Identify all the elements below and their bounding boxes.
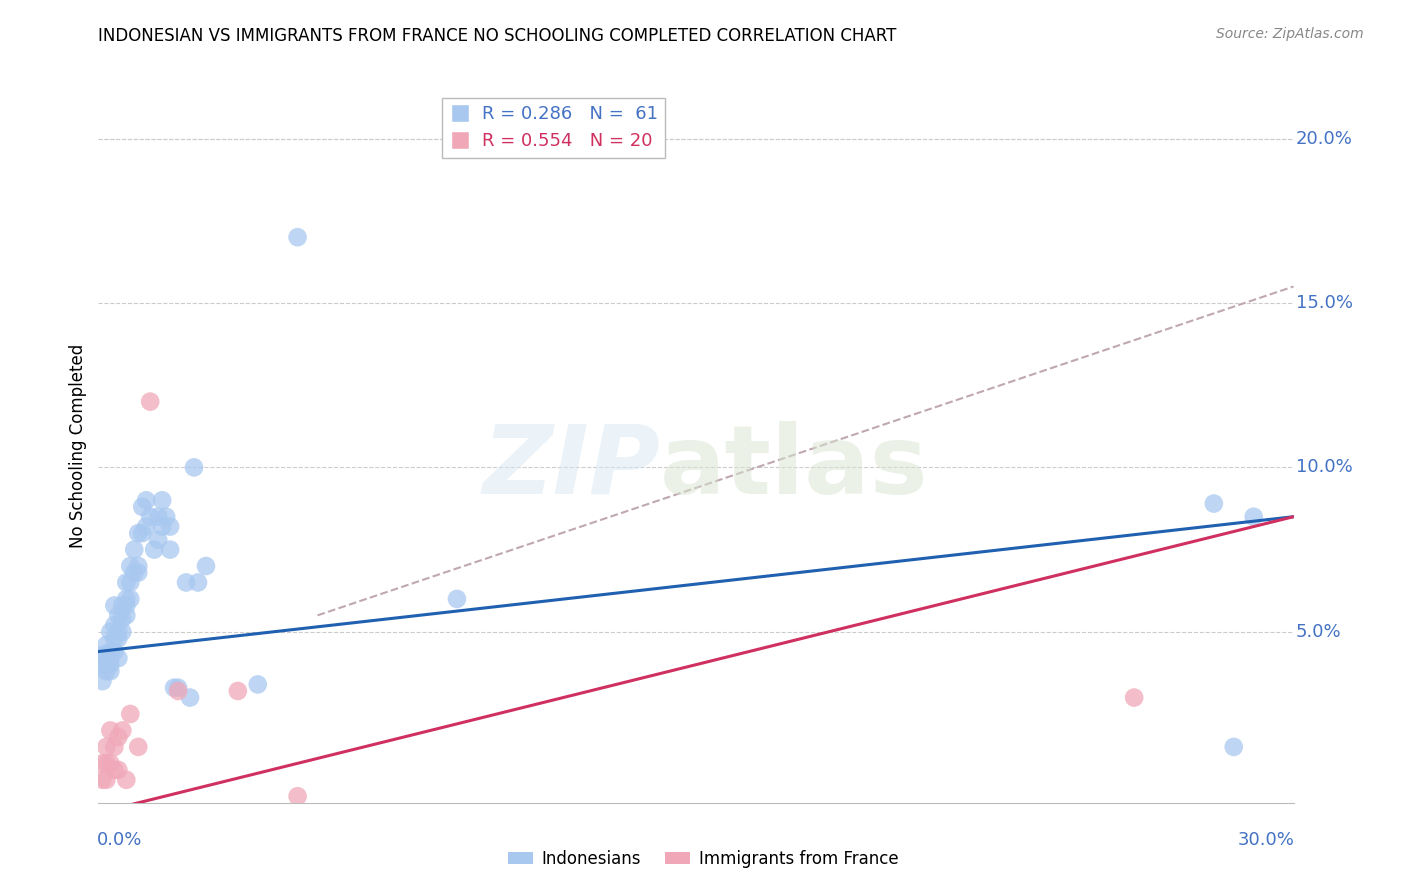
- Point: [446, 591, 468, 606]
- Point: [103, 763, 125, 777]
- Point: [1123, 690, 1146, 705]
- Point: [96, 648, 118, 662]
- Point: [96, 739, 118, 754]
- Point: [159, 519, 181, 533]
- Point: [96, 772, 118, 787]
- Point: [120, 706, 142, 721]
- Point: [91, 756, 114, 771]
- Point: [107, 763, 129, 777]
- Point: [1202, 497, 1225, 511]
- Point: [139, 394, 162, 409]
- Point: [91, 657, 114, 672]
- Point: [150, 493, 173, 508]
- Text: ZIP: ZIP: [482, 421, 661, 514]
- Point: [107, 651, 129, 665]
- Point: [135, 519, 157, 533]
- Point: [96, 756, 118, 771]
- Point: [174, 575, 197, 590]
- Point: [107, 730, 129, 744]
- Point: [124, 566, 146, 580]
- Point: [131, 500, 153, 514]
- Point: [287, 789, 309, 804]
- Point: [115, 591, 138, 606]
- Point: [115, 599, 138, 613]
- Y-axis label: No Schooling Completed: No Schooling Completed: [69, 344, 87, 548]
- Point: [163, 681, 186, 695]
- Point: [103, 618, 125, 632]
- Point: [148, 509, 170, 524]
- Point: [98, 624, 122, 639]
- Point: [167, 684, 190, 698]
- Point: [120, 591, 142, 606]
- Text: 10.0%: 10.0%: [1296, 458, 1353, 476]
- Point: [91, 674, 114, 689]
- Point: [98, 665, 122, 679]
- Point: [111, 723, 134, 738]
- Point: [143, 542, 166, 557]
- Point: [103, 599, 125, 613]
- Point: [111, 612, 134, 626]
- Point: [120, 575, 142, 590]
- Point: [127, 566, 149, 580]
- Text: 20.0%: 20.0%: [1296, 129, 1353, 147]
- Point: [111, 599, 134, 613]
- Point: [148, 533, 170, 547]
- Point: [167, 681, 190, 695]
- Point: [131, 526, 153, 541]
- Point: [183, 460, 205, 475]
- Text: Source: ZipAtlas.com: Source: ZipAtlas.com: [1216, 27, 1364, 41]
- Point: [91, 648, 114, 662]
- Point: [159, 542, 181, 557]
- Point: [120, 559, 142, 574]
- Point: [107, 632, 129, 646]
- Text: 15.0%: 15.0%: [1296, 294, 1353, 312]
- Point: [127, 526, 149, 541]
- Point: [103, 739, 125, 754]
- Point: [127, 559, 149, 574]
- Point: [96, 657, 118, 672]
- Point: [127, 739, 149, 754]
- Point: [103, 632, 125, 646]
- Point: [91, 772, 114, 787]
- Point: [139, 509, 162, 524]
- Point: [96, 638, 118, 652]
- Point: [96, 665, 118, 679]
- Point: [103, 644, 125, 658]
- Point: [179, 690, 201, 705]
- Point: [98, 657, 122, 672]
- Text: 0.0%: 0.0%: [97, 831, 142, 849]
- Point: [111, 624, 134, 639]
- Point: [1222, 739, 1246, 754]
- Point: [98, 651, 122, 665]
- Text: INDONESIAN VS IMMIGRANTS FROM FRANCE NO SCHOOLING COMPLETED CORRELATION CHART: INDONESIAN VS IMMIGRANTS FROM FRANCE NO …: [98, 27, 897, 45]
- Point: [98, 644, 122, 658]
- Point: [115, 772, 138, 787]
- Point: [115, 608, 138, 623]
- Point: [150, 519, 173, 533]
- Point: [98, 723, 122, 738]
- Point: [107, 608, 129, 623]
- Point: [124, 542, 146, 557]
- Point: [246, 677, 269, 691]
- Point: [1243, 509, 1265, 524]
- Point: [115, 575, 138, 590]
- Point: [155, 509, 177, 524]
- Text: 5.0%: 5.0%: [1296, 623, 1341, 640]
- Point: [194, 559, 218, 574]
- Point: [226, 684, 249, 698]
- Point: [135, 493, 157, 508]
- Legend: R = 0.286   N =  61, R = 0.554   N = 20: R = 0.286 N = 61, R = 0.554 N = 20: [441, 98, 665, 158]
- Point: [98, 756, 122, 771]
- Text: 30.0%: 30.0%: [1237, 831, 1295, 849]
- Point: [187, 575, 209, 590]
- Legend: Indonesians, Immigrants from France: Indonesians, Immigrants from France: [501, 844, 905, 875]
- Text: atlas: atlas: [661, 421, 929, 514]
- Point: [107, 624, 129, 639]
- Point: [287, 230, 309, 244]
